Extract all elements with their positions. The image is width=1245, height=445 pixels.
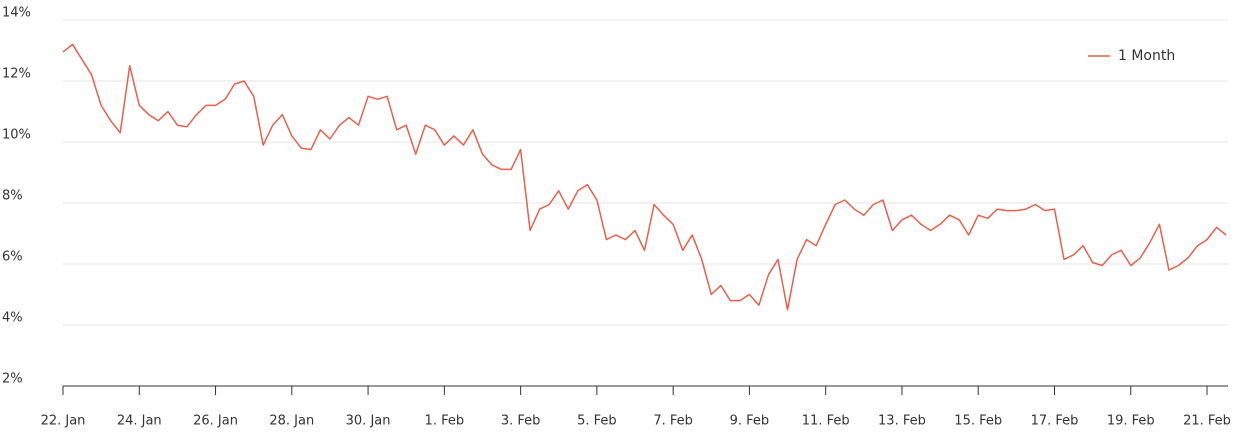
- x-tick-label: 13. Feb: [878, 414, 926, 429]
- y-tick-label: 8%: [2, 189, 23, 204]
- x-tick-label: 7. Feb: [653, 414, 693, 429]
- x-tick-label: 21. Feb: [1183, 414, 1231, 429]
- x-tick-label: 5. Feb: [577, 414, 617, 429]
- x-tick-label: 28. Jan: [269, 414, 314, 429]
- x-tick-label: 15. Feb: [954, 414, 1002, 429]
- y-tick-label: 12%: [2, 67, 31, 82]
- x-tick-label: 9. Feb: [730, 414, 770, 429]
- series-line: [62, 43, 1227, 311]
- x-tick-label: 3. Feb: [501, 414, 541, 429]
- x-tick-label: 1. Feb: [425, 414, 465, 429]
- x-tick-label: 22. Jan: [41, 414, 86, 429]
- x-tick-label: 26. Jan: [193, 414, 238, 429]
- legend-label: 1 Month: [1118, 48, 1175, 64]
- x-tick-label: 30. Jan: [346, 414, 391, 429]
- y-tick-label: 14%: [2, 6, 31, 21]
- x-tick-label: 19. Feb: [1107, 414, 1155, 429]
- x-tick-label: 11. Feb: [802, 414, 850, 429]
- y-tick-label: 6%: [2, 250, 23, 265]
- x-tick-label: 24. Jan: [117, 414, 162, 429]
- y-tick-label: 10%: [2, 128, 31, 143]
- y-tick-label: 2%: [2, 372, 23, 387]
- y-tick-label: 4%: [2, 311, 23, 326]
- x-tick-label: 17. Feb: [1031, 414, 1079, 429]
